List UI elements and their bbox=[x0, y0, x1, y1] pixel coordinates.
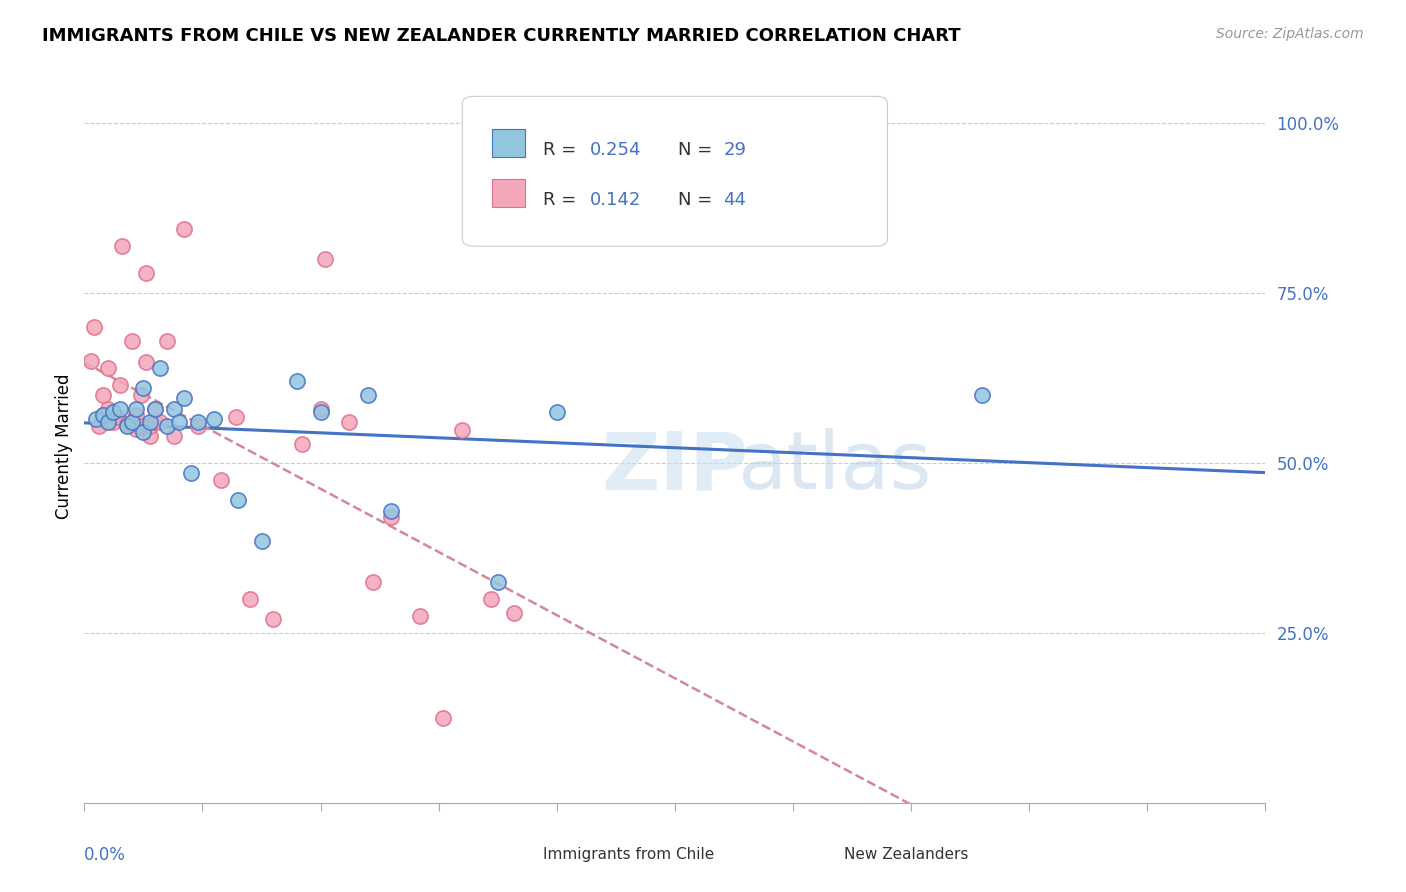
Text: atlas: atlas bbox=[737, 428, 932, 507]
Point bbox=[101, 415, 124, 429]
Point bbox=[121, 417, 143, 431]
Point bbox=[121, 334, 143, 348]
Point bbox=[91, 409, 114, 423]
Point bbox=[80, 354, 103, 368]
Text: N =: N = bbox=[679, 141, 718, 159]
Point bbox=[226, 493, 249, 508]
Point bbox=[432, 711, 454, 725]
Point bbox=[173, 392, 195, 406]
Point bbox=[139, 429, 162, 443]
Point bbox=[357, 388, 380, 402]
Point bbox=[91, 409, 114, 423]
Point bbox=[121, 415, 143, 429]
FancyBboxPatch shape bbox=[463, 96, 887, 246]
Point bbox=[285, 375, 308, 389]
Point bbox=[143, 401, 166, 416]
Point bbox=[84, 412, 107, 426]
Point bbox=[101, 405, 124, 419]
Point bbox=[180, 466, 202, 480]
Point bbox=[361, 574, 384, 589]
Point bbox=[135, 266, 157, 280]
Point bbox=[149, 360, 172, 375]
Point bbox=[225, 409, 247, 424]
Text: 0.0%: 0.0% bbox=[84, 846, 127, 863]
Point bbox=[187, 418, 209, 433]
Point bbox=[479, 591, 502, 606]
Text: R =: R = bbox=[543, 191, 582, 209]
Point bbox=[209, 473, 232, 487]
Point bbox=[250, 534, 273, 549]
Point bbox=[309, 401, 332, 416]
Point bbox=[83, 320, 105, 334]
Text: R =: R = bbox=[543, 141, 582, 159]
Point bbox=[108, 377, 131, 392]
Point bbox=[87, 418, 110, 433]
Text: 0.142: 0.142 bbox=[591, 191, 641, 209]
Point bbox=[337, 415, 360, 429]
Point bbox=[132, 381, 155, 395]
Point bbox=[503, 606, 526, 620]
Point bbox=[115, 418, 138, 433]
Point bbox=[163, 401, 186, 416]
Point bbox=[970, 388, 993, 402]
Point bbox=[262, 612, 284, 626]
Point bbox=[139, 418, 162, 433]
Bar bbox=[498, 838, 533, 867]
Point bbox=[163, 429, 186, 443]
Point bbox=[143, 401, 166, 416]
Text: 44: 44 bbox=[723, 191, 747, 209]
Bar bbox=[492, 129, 524, 157]
Point bbox=[108, 401, 131, 416]
Bar bbox=[799, 838, 834, 867]
Text: 0.254: 0.254 bbox=[591, 141, 641, 159]
Bar bbox=[492, 179, 524, 207]
Point bbox=[125, 401, 148, 416]
Point bbox=[135, 355, 157, 369]
Point bbox=[129, 388, 152, 402]
Point bbox=[111, 238, 134, 252]
Point bbox=[173, 221, 195, 235]
Point bbox=[139, 415, 162, 429]
Point bbox=[380, 510, 402, 524]
Point bbox=[156, 418, 179, 433]
Point bbox=[97, 415, 120, 429]
Text: ZIP: ZIP bbox=[602, 428, 748, 507]
Point bbox=[125, 409, 148, 423]
Point bbox=[129, 418, 152, 433]
Point bbox=[546, 405, 568, 419]
Point bbox=[409, 608, 432, 623]
Point bbox=[314, 252, 336, 266]
Text: New Zealanders: New Zealanders bbox=[844, 847, 969, 862]
Y-axis label: Currently Married: Currently Married bbox=[55, 373, 73, 519]
Text: Immigrants from Chile: Immigrants from Chile bbox=[543, 847, 714, 862]
Text: N =: N = bbox=[679, 191, 718, 209]
Point bbox=[486, 574, 509, 589]
Point bbox=[132, 425, 155, 440]
Point bbox=[167, 415, 190, 429]
Text: Source: ZipAtlas.com: Source: ZipAtlas.com bbox=[1216, 27, 1364, 41]
Point bbox=[380, 503, 402, 517]
Point bbox=[115, 417, 138, 431]
Point bbox=[143, 415, 166, 429]
Point bbox=[91, 388, 114, 402]
Point bbox=[107, 409, 129, 424]
Point bbox=[202, 412, 225, 426]
Point bbox=[291, 437, 314, 451]
Point bbox=[97, 360, 120, 375]
Point bbox=[149, 415, 172, 429]
Point bbox=[451, 423, 474, 437]
Text: IMMIGRANTS FROM CHILE VS NEW ZEALANDER CURRENTLY MARRIED CORRELATION CHART: IMMIGRANTS FROM CHILE VS NEW ZEALANDER C… bbox=[42, 27, 960, 45]
Point bbox=[239, 591, 262, 606]
Point bbox=[97, 401, 120, 416]
Point bbox=[125, 422, 148, 436]
Point bbox=[156, 334, 179, 348]
Text: 29: 29 bbox=[723, 141, 747, 159]
Point bbox=[309, 405, 332, 419]
Point bbox=[187, 415, 209, 429]
